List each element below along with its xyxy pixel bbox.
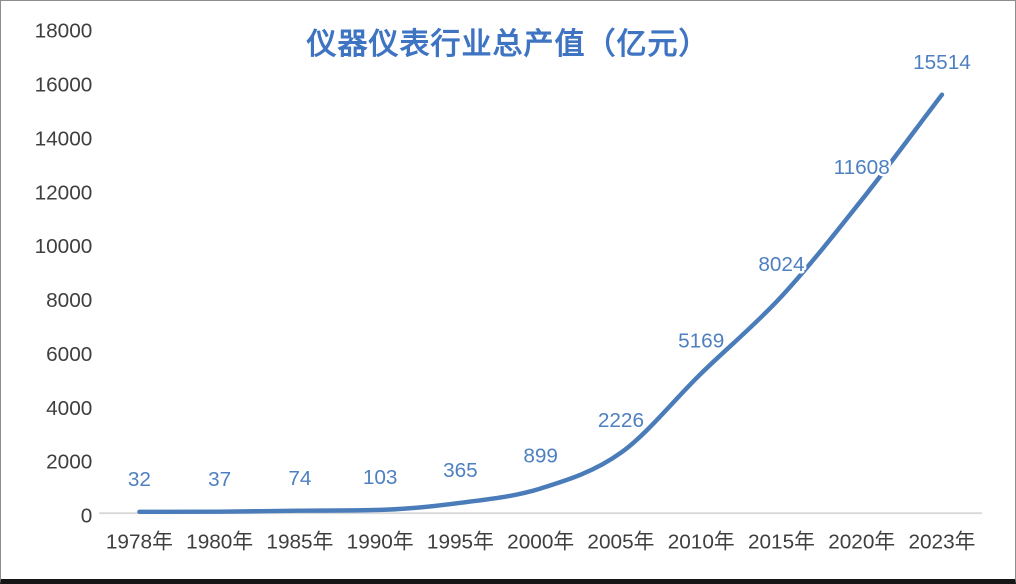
data-label: 32: [128, 468, 151, 491]
y-tick-label: 16000: [35, 74, 93, 97]
x-tick-label: 1978年: [106, 530, 173, 553]
x-tick-label: 2023年: [908, 530, 975, 553]
series-line: [137, 92, 945, 515]
y-tick-label: 10000: [35, 235, 93, 258]
x-tick-label: 2010年: [668, 530, 735, 553]
data-label: 11608: [834, 156, 890, 179]
x-tick-label: 1990年: [347, 530, 414, 553]
y-tick-label: 14000: [35, 127, 93, 150]
y-tick-label: 4000: [46, 397, 92, 420]
data-label: 8024: [758, 253, 804, 276]
x-tick-label: 1980年: [186, 530, 253, 553]
data-label: 5169: [678, 330, 724, 353]
y-tick-label: 18000: [35, 20, 93, 43]
x-tick-label: 1995年: [427, 530, 494, 553]
x-tick-label: 1985年: [266, 530, 333, 553]
data-labels: 32 37 74 103 365 899 2226 5169 8024 11608 15514: [125, 48, 973, 493]
data-label: 365: [443, 459, 478, 482]
data-label: 74: [288, 467, 311, 490]
x-tick-label: 2015年: [748, 530, 815, 553]
data-label: 103: [363, 466, 398, 489]
x-tick-label: 2005年: [587, 530, 654, 553]
y-tick-label: 0: [81, 505, 93, 528]
y-tick-label: 8000: [46, 289, 92, 312]
data-label: 899: [523, 445, 558, 468]
data-label: 2226: [598, 409, 644, 432]
y-tick-label: 2000: [46, 451, 92, 474]
y-axis-labels: 0 2000 4000 6000 8000 10000 12000 14000 16000 180…: [35, 20, 93, 528]
data-series: [137, 92, 945, 515]
x-axis-labels: 1978年 1980年 1985年 1990年 1995年 2000年 2005年 2010年…: [106, 530, 976, 553]
y-tick-label: 6000: [46, 343, 92, 366]
x-tick-label: 2020年: [828, 530, 895, 553]
data-label: 37: [208, 468, 231, 491]
data-label: 15514: [913, 51, 971, 74]
x-tick-label: 2000年: [507, 530, 574, 553]
y-tick-label: 12000: [35, 181, 93, 204]
